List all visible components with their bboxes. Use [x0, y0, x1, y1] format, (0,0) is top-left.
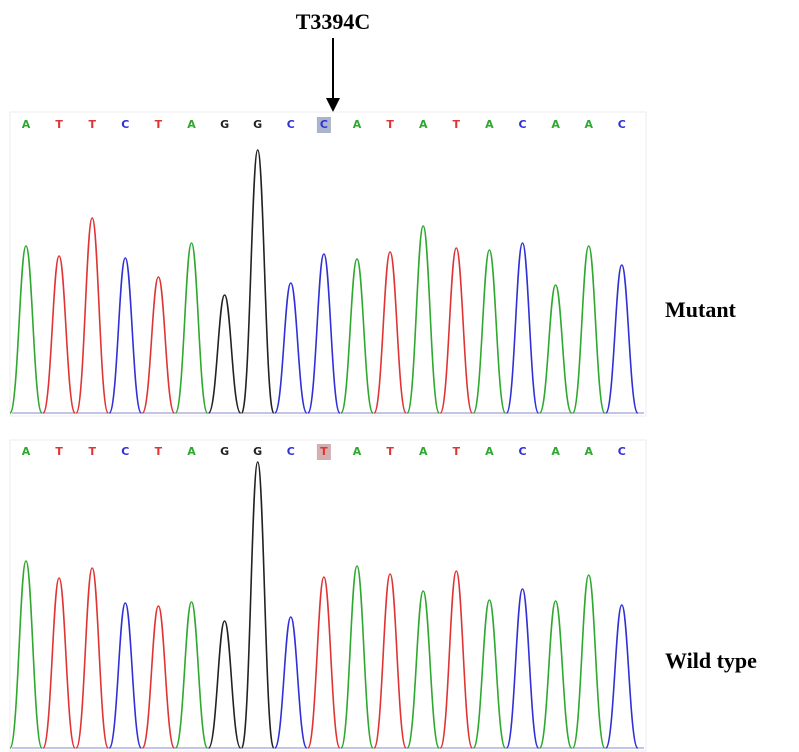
- trace-peak: [407, 591, 439, 748]
- base-call: A: [187, 445, 196, 458]
- trace-peak: [573, 575, 605, 748]
- base-call: T: [88, 445, 96, 458]
- base-call: T: [155, 445, 163, 458]
- trace-peak: [473, 600, 505, 748]
- trace-peak: [176, 602, 208, 748]
- trace-peak: [507, 243, 539, 413]
- base-call: G: [220, 445, 229, 458]
- base-call: C: [287, 118, 295, 131]
- chromatogram-figure: T3394C A T T C T A G G C C A T A T A C A A C Mutant A T T C T A G G…: [0, 0, 799, 752]
- trace-peak: [242, 150, 274, 413]
- base-call: A: [584, 118, 593, 131]
- base-call: T: [453, 445, 461, 458]
- trace-peak: [507, 589, 539, 748]
- trace-peak: [209, 295, 241, 413]
- base-call: C: [320, 118, 328, 131]
- base-call: T: [55, 445, 63, 458]
- panel-frame: [10, 112, 646, 416]
- panel-label: Mutant: [665, 297, 737, 322]
- trace-peak: [540, 285, 572, 413]
- base-call: T: [386, 445, 394, 458]
- trace-peak: [440, 571, 472, 748]
- base-call: T: [155, 118, 163, 131]
- trace-peak: [606, 605, 638, 748]
- trace-peak: [308, 254, 340, 413]
- trace-peak: [76, 218, 108, 413]
- base-call: C: [121, 118, 129, 131]
- trace-peak: [308, 577, 340, 748]
- base-call: A: [419, 445, 428, 458]
- base-call: G: [220, 118, 229, 131]
- trace-peak: [142, 606, 174, 748]
- trace-peak: [606, 265, 638, 413]
- base-call: C: [618, 445, 626, 458]
- base-call: G: [253, 445, 262, 458]
- panel-label: Wild type: [665, 648, 757, 673]
- base-call: T: [386, 118, 394, 131]
- base-call: A: [419, 118, 428, 131]
- base-call: A: [551, 445, 560, 458]
- base-call: A: [485, 445, 494, 458]
- trace-peak: [176, 243, 208, 413]
- base-call: A: [551, 118, 560, 131]
- base-call: T: [88, 118, 96, 131]
- arrow-head: [326, 98, 340, 112]
- base-call: T: [453, 118, 461, 131]
- trace-peak: [109, 258, 141, 413]
- trace-peak: [109, 603, 141, 748]
- trace-peak: [10, 561, 42, 748]
- base-call: C: [287, 445, 295, 458]
- trace-peak: [242, 462, 274, 748]
- base-call: C: [121, 445, 129, 458]
- trace-peak: [374, 574, 406, 748]
- base-call: C: [618, 118, 626, 131]
- base-call: A: [353, 445, 362, 458]
- base-call: A: [22, 118, 31, 131]
- base-call: C: [518, 445, 526, 458]
- base-call: A: [187, 118, 196, 131]
- trace-peak: [473, 250, 505, 413]
- panel-frame: [10, 440, 646, 751]
- trace-peak: [10, 246, 42, 413]
- base-call: A: [584, 445, 593, 458]
- trace-peak: [540, 601, 572, 748]
- trace-peak: [573, 246, 605, 413]
- trace-peak: [43, 578, 75, 748]
- trace-peak: [76, 568, 108, 748]
- base-call: C: [518, 118, 526, 131]
- base-call: A: [22, 445, 31, 458]
- base-call: A: [485, 118, 494, 131]
- trace-peak: [341, 566, 373, 748]
- trace-peak: [43, 256, 75, 413]
- base-call: A: [353, 118, 362, 131]
- trace-peak: [341, 259, 373, 413]
- trace-peak: [209, 621, 241, 748]
- trace-peak: [374, 252, 406, 413]
- base-call: G: [253, 118, 262, 131]
- trace-peak: [275, 617, 307, 748]
- trace-peak: [275, 283, 307, 413]
- trace-peak: [407, 226, 439, 413]
- base-call: T: [55, 118, 63, 131]
- trace-peak: [440, 248, 472, 413]
- trace-peak: [142, 277, 174, 413]
- mutation-annotation: T3394C: [296, 9, 371, 34]
- base-call: T: [320, 445, 328, 458]
